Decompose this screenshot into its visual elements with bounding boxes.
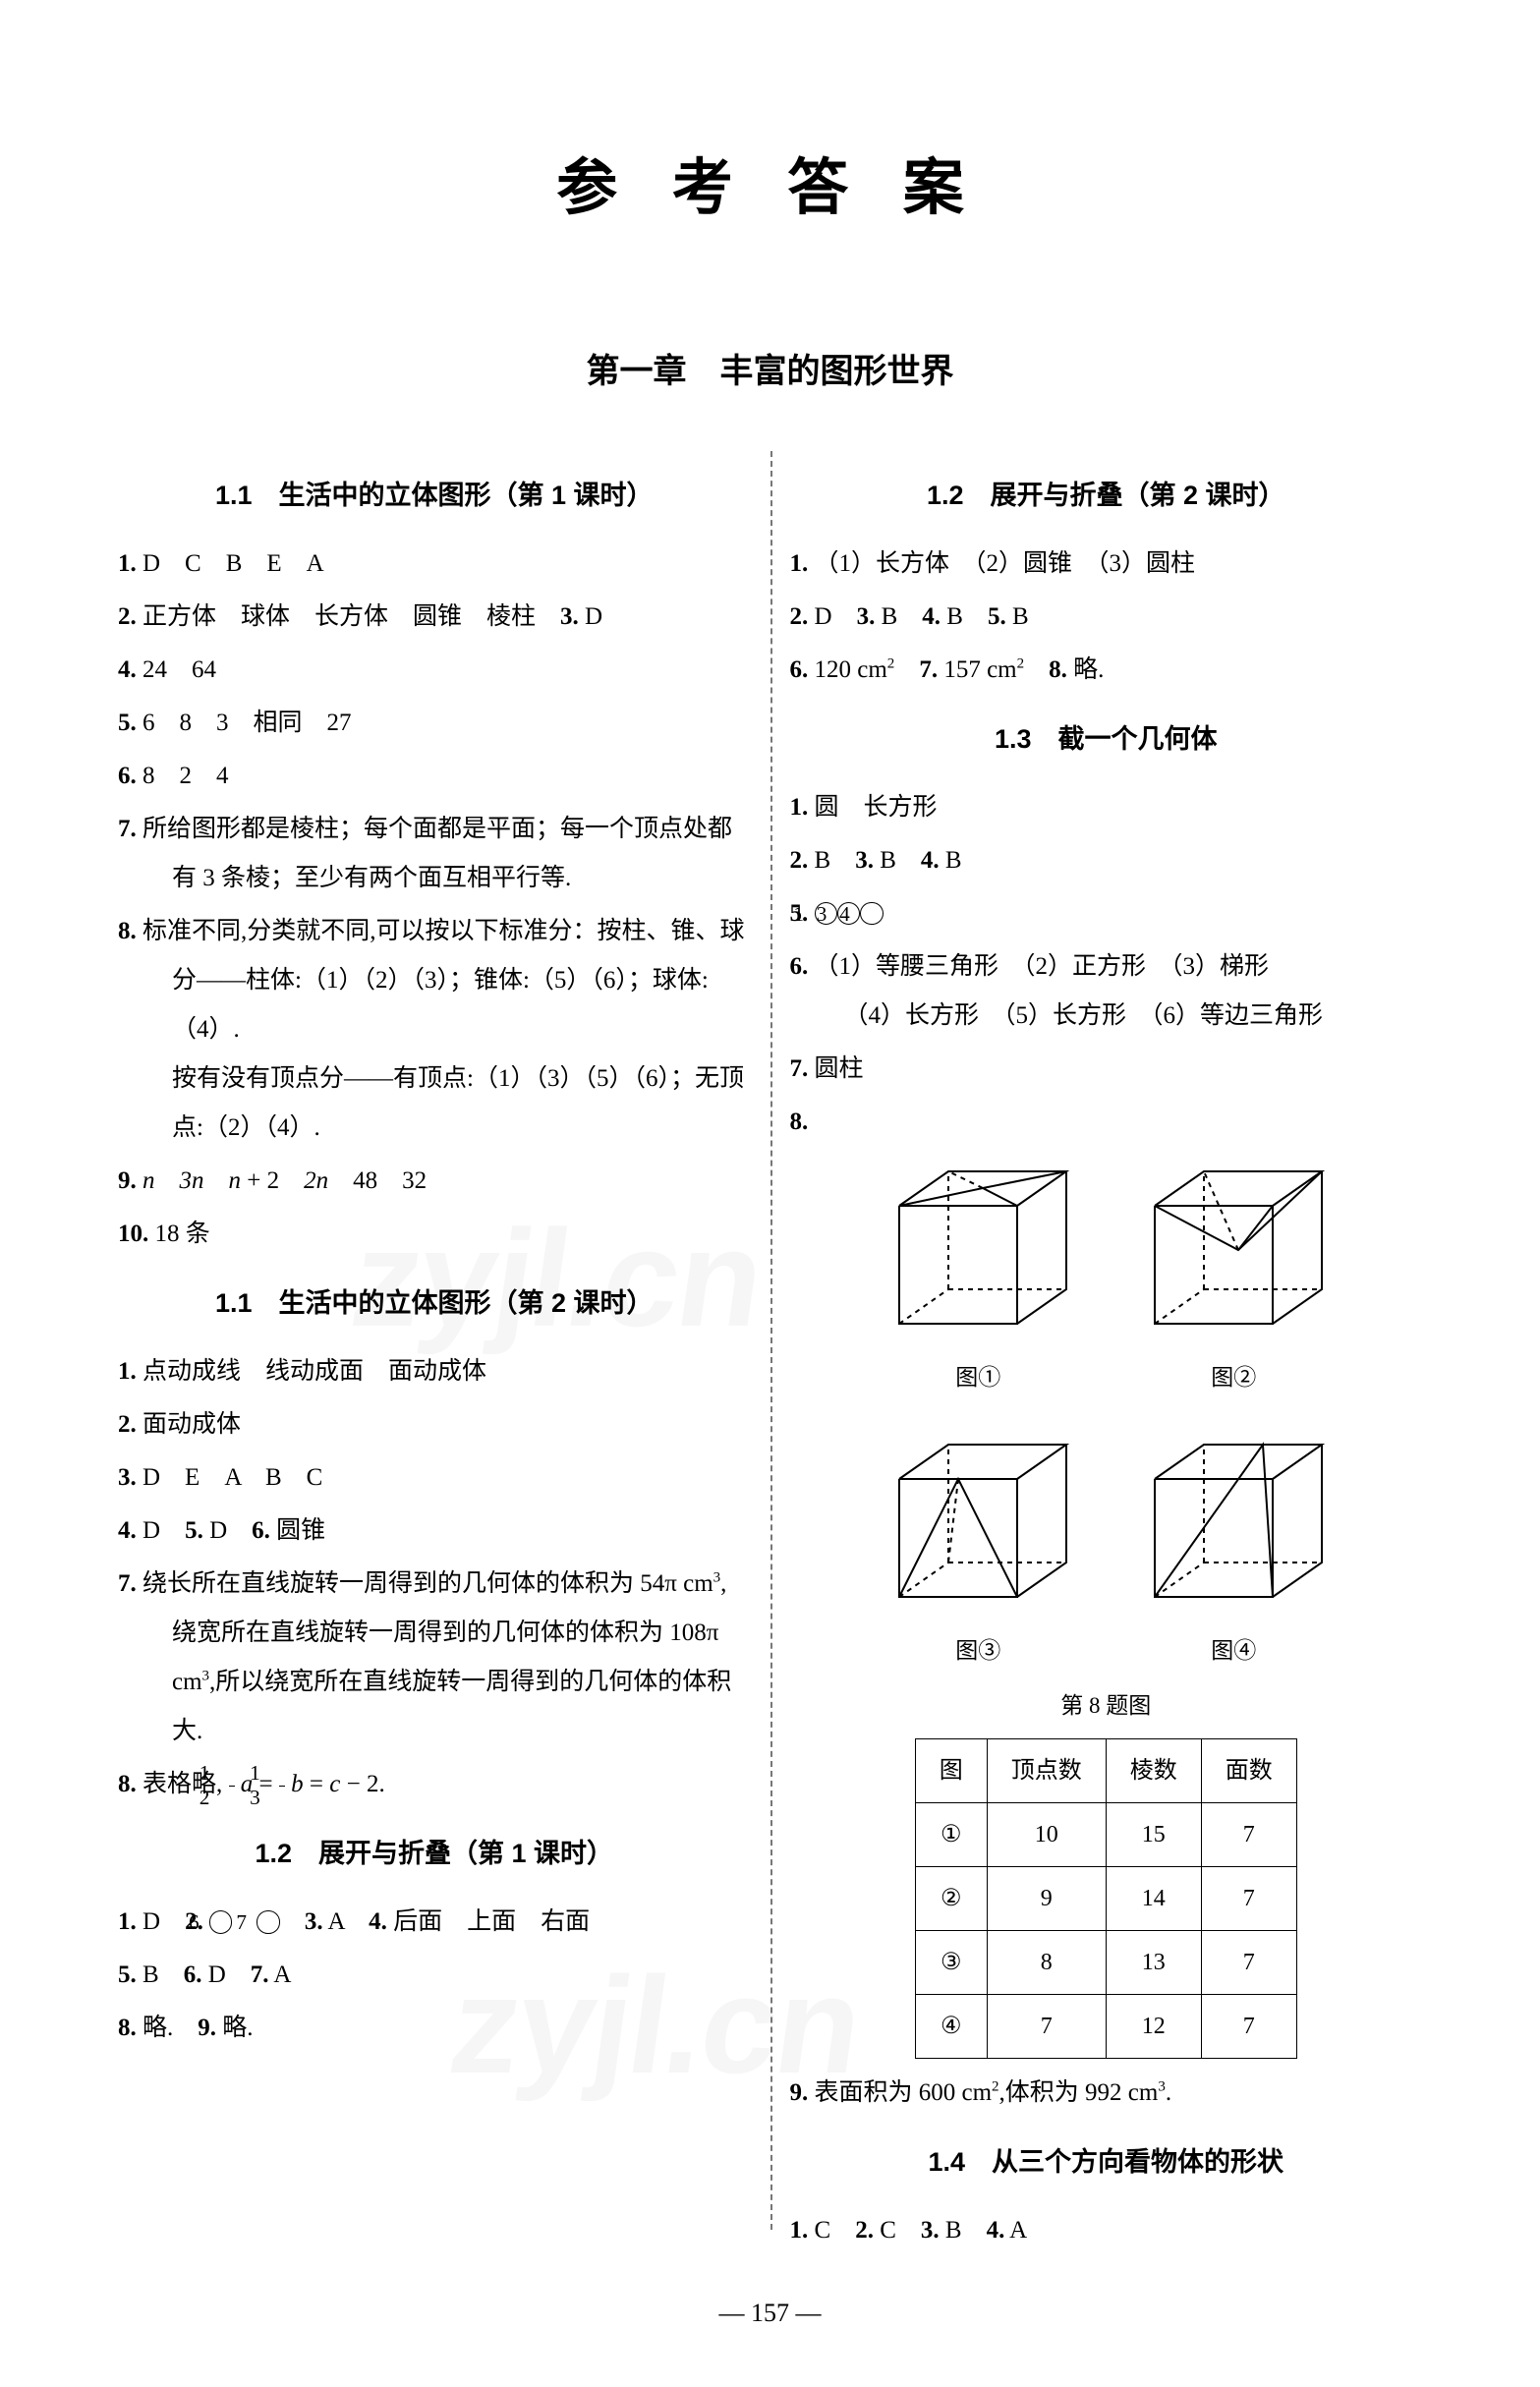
cube-fig-1 xyxy=(880,1157,1076,1334)
figure-3-label: 图③ xyxy=(880,1628,1076,1674)
answer-line: 5. B 6. D 7. A xyxy=(118,1951,751,2000)
table-row: ③ 8 13 7 xyxy=(915,1931,1296,1995)
section-1-2-a-title: 1.2 展开与折叠（第 1 课时） xyxy=(118,1827,751,1880)
answer-line: 7. 绕长所在直线旋转一周得到的几何体的体积为 54π cm3,绕宽所在直线旋转… xyxy=(118,1560,751,1756)
table-header: 顶点数 xyxy=(987,1739,1106,1803)
right-column: 1.2 展开与折叠（第 2 课时） 1. （1）长方体 （2）圆锥 （3）圆柱 … xyxy=(790,451,1423,2259)
figure-2: 图② xyxy=(1135,1157,1332,1400)
table-cell: 7 xyxy=(987,1995,1106,2059)
answer-line: 1. 点动成线 线动成面 面动成体 xyxy=(118,1347,751,1396)
answer-line: 4. 24 64 xyxy=(118,646,751,695)
table-cell: ② xyxy=(915,1867,987,1931)
table-header: 面数 xyxy=(1201,1739,1296,1803)
answer-line: 8. xyxy=(790,1098,1423,1147)
answer-line: 1. （1）长方体 （2）圆锥 （3）圆柱 xyxy=(790,540,1423,589)
section-1-1-a-title: 1.1 生活中的立体图形（第 1 课时） xyxy=(118,469,751,522)
answer-line: 8. 标准不同,分类就不同,可以按以下标准分：按柱、锥、球分——柱体:（1）（2… xyxy=(118,907,751,1153)
answer-line: 7. 圆柱 xyxy=(790,1045,1423,1094)
answer-line: 9. n 3n n + 2 2n 48 32 xyxy=(118,1157,751,1206)
answer-line: 2. B 3. B 4. B xyxy=(790,836,1423,885)
table-cell: ④ xyxy=(915,1995,987,2059)
answer-line: 1. D 2. 6 7 3. A 4. 后面 上面 右面 xyxy=(118,1898,751,1947)
answer-line: 1. C 2. C 3. B 4. A xyxy=(790,2206,1423,2255)
table-cell: 9 xyxy=(987,1867,1106,1931)
answer-line: 10. 18 条 xyxy=(118,1210,751,1259)
table-header: 图 xyxy=(915,1739,987,1803)
table-cell: 13 xyxy=(1106,1931,1201,1995)
answer-line: 7. 所给图形都是棱柱；每个面都是平面；每一个顶点处都有 3 条棱；至少有两个面… xyxy=(118,805,751,903)
page: zyjl.cn zyjl.cn 参 考 答 案 第一章 丰富的图形世界 1.1 … xyxy=(0,0,1540,2387)
cube-fig-3 xyxy=(880,1430,1076,1607)
cube-fig-2 xyxy=(1135,1157,1332,1334)
table-header: 棱数 xyxy=(1106,1739,1201,1803)
table-cell: 10 xyxy=(987,1803,1106,1867)
figure-1: 图① xyxy=(880,1157,1076,1400)
answer-line: 1. D C B E A xyxy=(118,540,751,589)
answer-line: 6. 120 cm2 7. 157 cm2 8. 略. xyxy=(790,646,1423,695)
figure-2-label: 图② xyxy=(1135,1355,1332,1400)
table-cell: ③ xyxy=(915,1931,987,1995)
table-cell: 15 xyxy=(1106,1803,1201,1867)
answer-line: 8. 略. 9. 略. xyxy=(118,2004,751,2053)
answer-line: 2. D 3. B 4. B 5. B xyxy=(790,593,1423,642)
section-1-2-b-title: 1.2 展开与折叠（第 2 课时） xyxy=(790,469,1423,522)
table-cell: 7 xyxy=(1201,1931,1296,1995)
q8-table: 图 顶点数 棱数 面数 ① 10 15 7 ② 9 14 7 xyxy=(915,1738,1297,2059)
table-cell: 14 xyxy=(1106,1867,1201,1931)
answer-line: 5. 6 8 3 相同 27 xyxy=(118,699,751,748)
answer-line: 1. 圆 长方形 xyxy=(790,783,1423,832)
answer-line: 2. 面动成体 xyxy=(118,1400,751,1449)
cube-fig-4 xyxy=(1135,1430,1332,1607)
main-title: 参 考 答 案 xyxy=(118,138,1422,226)
answer-line: 6. 8 2 4 xyxy=(118,752,751,801)
figure-4: 图④ xyxy=(1135,1430,1332,1674)
answer-line: 4. D 5. D 6. 圆锥 xyxy=(118,1506,751,1556)
answer-line: 3. D E A B C xyxy=(118,1453,751,1503)
page-number: — 157 — xyxy=(118,2299,1422,2328)
table-row: 图 顶点数 棱数 面数 xyxy=(915,1739,1296,1803)
answer-line: 9. 表面积为 600 cm2,体积为 992 cm3. xyxy=(790,2069,1423,2118)
table-row: ④ 7 12 7 xyxy=(915,1995,1296,2059)
table-cell: ① xyxy=(915,1803,987,1867)
figure-3: 图③ xyxy=(880,1430,1076,1674)
table-cell: 12 xyxy=(1106,1995,1201,2059)
figure-group-q8: 图① 图② xyxy=(790,1157,1423,1674)
section-1-3-title: 1.3 截一个几何体 xyxy=(790,712,1423,766)
table-cell: 8 xyxy=(987,1931,1106,1995)
column-divider xyxy=(770,451,772,2230)
table-cell: 7 xyxy=(1201,1995,1296,2059)
section-1-1-b-title: 1.1 生活中的立体图形（第 2 课时） xyxy=(118,1277,751,1330)
chapter-title: 第一章 丰富的图形世界 xyxy=(118,344,1422,392)
figure-4-label: 图④ xyxy=(1135,1628,1332,1674)
answer-line: 5. 134 xyxy=(790,889,1423,938)
table-row: ② 9 14 7 xyxy=(915,1867,1296,1931)
table-row: ① 10 15 7 xyxy=(915,1803,1296,1867)
answer-line: 6. （1）等腰三角形 （2）正方形 （3）梯形（4）长方形 （5）长方形 （6… xyxy=(790,942,1423,1041)
answer-line: 8. 表格略, 12 a = 13 b = c − 2. xyxy=(118,1760,751,1809)
table-cell: 7 xyxy=(1201,1867,1296,1931)
answer-line: 2. 正方体 球体 长方体 圆锥 棱柱 3. D xyxy=(118,593,751,642)
table-cell: 7 xyxy=(1201,1803,1296,1867)
left-column: 1.1 生活中的立体图形（第 1 课时） 1. D C B E A 2. 正方体… xyxy=(118,451,751,2259)
columns: 1.1 生活中的立体图形（第 1 课时） 1. D C B E A 2. 正方体… xyxy=(118,451,1422,2259)
figure-1-label: 图① xyxy=(880,1355,1076,1400)
section-1-4-title: 1.4 从三个方向看物体的形状 xyxy=(790,2135,1423,2188)
figure-caption: 第 8 题图 xyxy=(790,1683,1423,1729)
